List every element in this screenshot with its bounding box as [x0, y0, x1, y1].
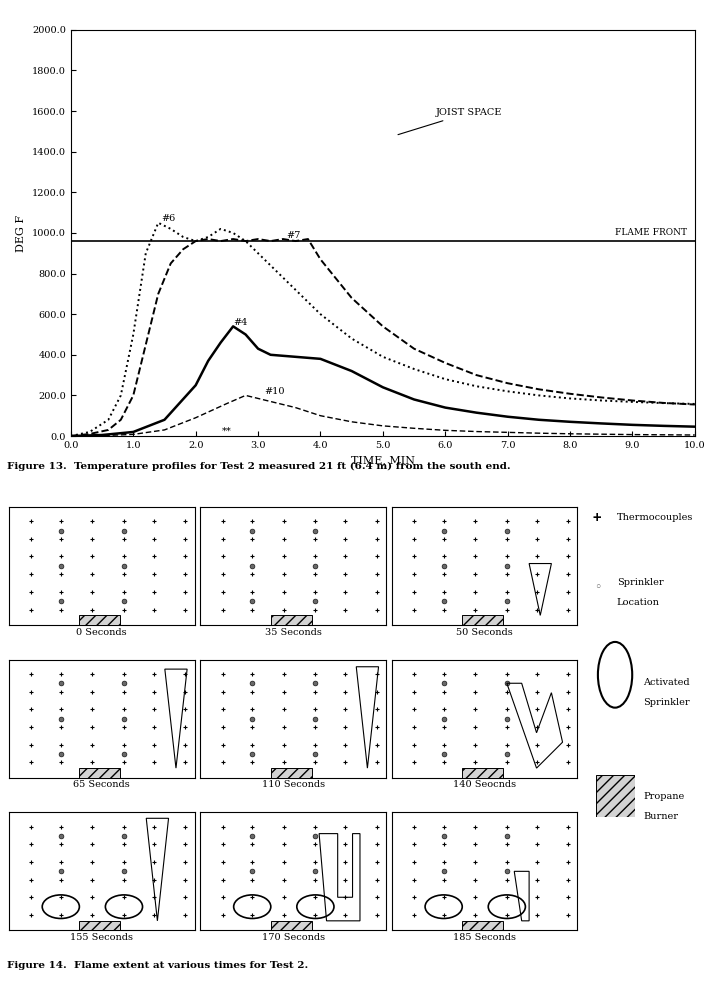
Bar [79, 921, 121, 930]
Text: +: + [592, 511, 601, 525]
Text: Figure 14.  Flame extent at various times for Test 2.: Figure 14. Flame extent at various times… [7, 961, 308, 970]
Text: **: ** [222, 427, 232, 436]
Text: Burner: Burner [643, 812, 678, 822]
Text: Propane: Propane [643, 792, 684, 802]
Text: Sprinkler: Sprinkler [617, 578, 664, 588]
Bar [462, 768, 503, 778]
Text: ◦: ◦ [594, 581, 601, 595]
Text: Figure 13.  Temperature profiles for Test 2 measured 21 ft (6.4 m) from the sout: Figure 13. Temperature profiles for Test… [7, 462, 510, 471]
Bar [271, 768, 312, 778]
Text: Activated: Activated [643, 677, 690, 687]
Bar [79, 768, 121, 778]
Text: FLAME FRONT: FLAME FRONT [615, 228, 687, 237]
Bar [462, 921, 503, 930]
X-axis label: TIME, MIN: TIME, MIN [351, 455, 415, 465]
Text: Location: Location [617, 598, 659, 608]
Y-axis label: DEG F: DEG F [16, 214, 26, 252]
Bar [271, 616, 312, 624]
Text: Thermocouples: Thermocouples [617, 513, 693, 523]
Text: JOIST SPACE: JOIST SPACE [398, 109, 502, 134]
Text: #6: #6 [162, 214, 176, 223]
X-axis label: 65 Seconds: 65 Seconds [73, 780, 130, 789]
X-axis label: 35 Seconds: 35 Seconds [264, 627, 322, 636]
Bar [462, 616, 503, 624]
Bar [271, 921, 312, 930]
Text: #10: #10 [264, 386, 285, 395]
X-axis label: 0 Seconds: 0 Seconds [77, 627, 127, 636]
Bar [79, 616, 121, 624]
X-axis label: 155 Seconds: 155 Seconds [70, 933, 133, 942]
Text: Sprinkler: Sprinkler [643, 697, 690, 707]
X-axis label: 185 Seconds: 185 Seconds [453, 933, 516, 942]
Text: #7: #7 [286, 231, 301, 240]
X-axis label: 140 Seocnds: 140 Seocnds [453, 780, 516, 789]
X-axis label: 110 Seconds: 110 Seconds [262, 780, 325, 789]
X-axis label: 50 Seconds: 50 Seconds [456, 627, 513, 636]
X-axis label: 170 Seconds: 170 Seconds [262, 933, 325, 942]
Text: #4: #4 [233, 318, 247, 327]
